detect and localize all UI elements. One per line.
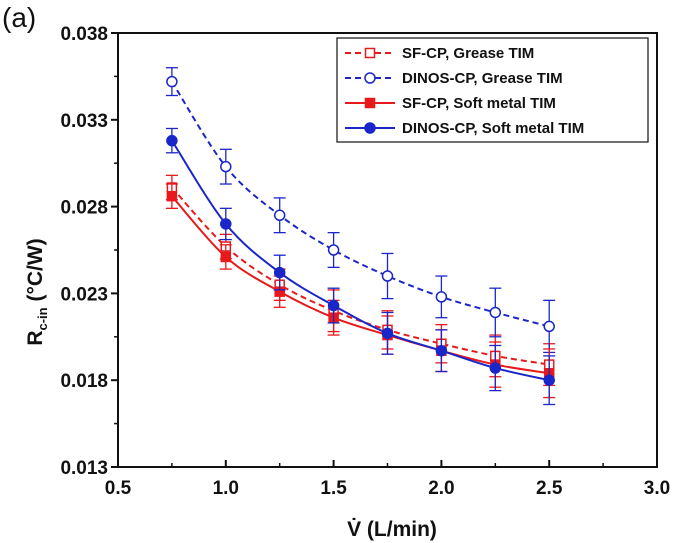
legend-item: DINOS-CP, Grease TIM	[345, 70, 563, 87]
svg-text:Rc-in (°C/W): Rc-in (°C/W)	[24, 238, 50, 345]
x-axis-title: V̇ (L/min)	[347, 517, 437, 541]
legend-marker	[364, 97, 376, 109]
legend-marker	[364, 47, 376, 59]
x-tick-label: 1.0	[213, 478, 239, 499]
data-point	[435, 344, 448, 357]
y-axis-title-main: R	[24, 331, 47, 346]
x-tick-label: 3.0	[644, 478, 670, 499]
data-point	[543, 374, 555, 386]
data-point	[273, 209, 286, 222]
legend-item: DINOS-CP, Soft metal TIM	[345, 120, 584, 137]
data-point	[327, 244, 340, 256]
legend-label: SF-CP, Soft metal TIM	[402, 95, 556, 112]
data-point	[273, 266, 286, 279]
series-1	[165, 67, 556, 354]
legend-label: DINOS-CP, Soft metal TIM	[402, 120, 584, 137]
y-tick-label: 0.038	[60, 24, 108, 45]
data-point	[166, 134, 178, 147]
legend-marker	[364, 122, 376, 134]
data-point	[220, 218, 232, 230]
series-3	[165, 127, 556, 406]
y-axis-title-unit: (°C/W)	[24, 238, 47, 307]
y-tick-label: 0.018	[60, 371, 108, 392]
legend-label: SF-CP, Grease TIM	[402, 45, 534, 62]
panel-label: (a)	[2, 2, 37, 33]
y-axis-title-subscript: c-in	[35, 307, 50, 330]
x-tick-label: 2.0	[428, 478, 454, 499]
legend-box	[336, 37, 649, 143]
data-point	[489, 306, 502, 319]
data-point	[435, 291, 448, 303]
legend: SF-CP, Grease TIM DINOS-CP, Grease TIM SF-…	[336, 37, 649, 143]
x-tick-label: 0.5	[105, 478, 132, 499]
legend-item: SF-CP, Soft metal TIM	[345, 95, 556, 112]
data-point	[220, 160, 232, 173]
y-tick-label: 0.013	[60, 458, 108, 479]
data-point	[543, 320, 555, 333]
series-line	[171, 186, 550, 366]
legend-marker	[364, 72, 376, 84]
data-point	[220, 251, 232, 263]
legend-label: DINOS-CP, Grease TIM	[402, 70, 563, 87]
data-point	[166, 75, 178, 88]
y-tick-label: 0.023	[60, 284, 108, 305]
legend-item: SF-CP, Grease TIM	[345, 45, 534, 62]
data-point	[381, 327, 394, 340]
x-tick-label: 1.5	[320, 478, 347, 499]
data-point	[489, 362, 502, 374]
data-point	[166, 190, 178, 202]
data-point	[327, 299, 340, 312]
y-tick-label: 0.033	[60, 111, 108, 132]
x-tick-label: 2.5	[536, 478, 563, 499]
series-0	[165, 174, 556, 387]
data-point	[381, 270, 394, 282]
y-tick-label: 0.028	[60, 198, 108, 219]
y-axis-title: Rc-in (°C/W)	[24, 238, 50, 345]
